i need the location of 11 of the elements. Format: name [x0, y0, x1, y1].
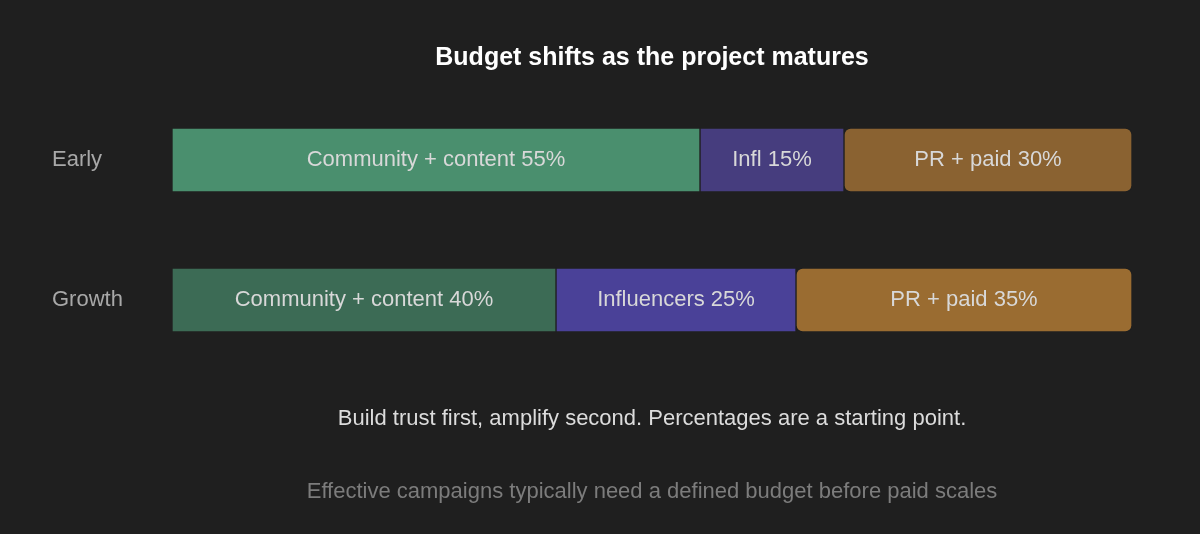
y-tick-label: Early: [52, 146, 103, 172]
text: Build trust first, amplify second. Percentages are a starting point.: [337, 405, 967, 431]
y-tick-label: Growth: [52, 286, 123, 312]
chart-title: Budget shifts as the project matures: [435, 41, 869, 70]
data-label: Influencers 25%: [597, 286, 755, 312]
data-label: PR + paid 35%: [890, 286, 1038, 312]
data-label: Community + content 55%: [306, 146, 566, 172]
data-label: PR + paid 30%: [914, 146, 1062, 172]
data-label: Infl 15%: [732, 146, 812, 172]
data-label: Community + content 40%: [234, 286, 494, 312]
text: Effective campaigns typically need a defined budget before paid scales: [306, 478, 998, 504]
